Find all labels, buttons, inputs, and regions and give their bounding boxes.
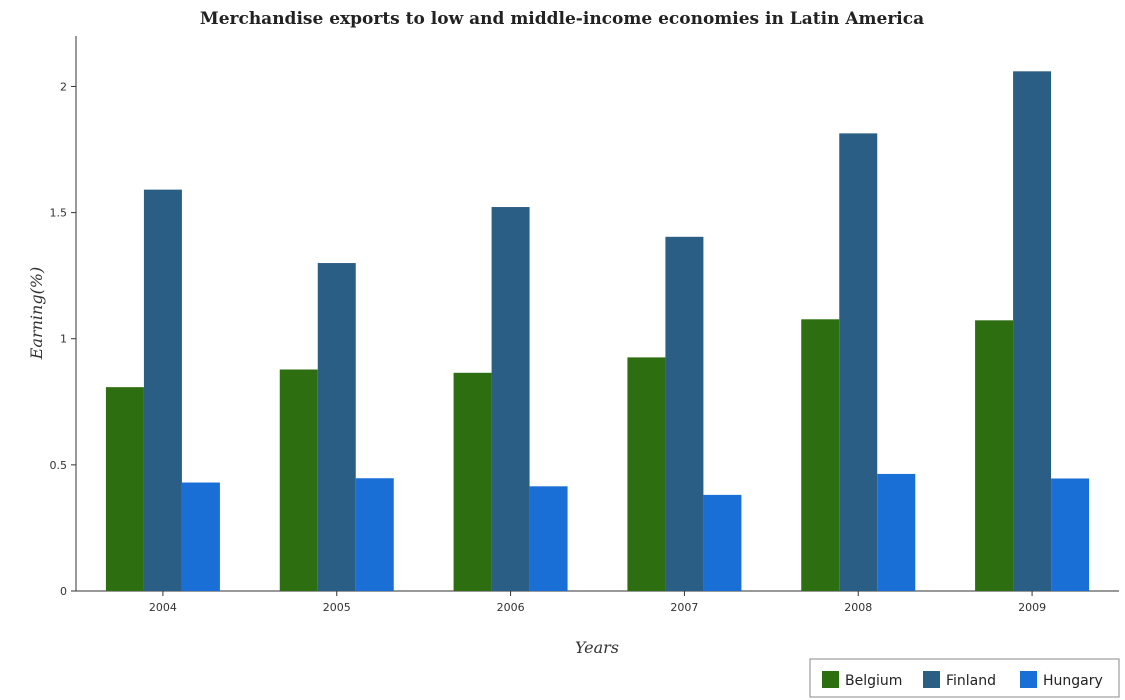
y-tick-label: 1.5 [50, 207, 68, 220]
x-tick-label: 2006 [497, 601, 525, 614]
x-tick-label: 2009 [1018, 601, 1046, 614]
x-tick-label: 2008 [844, 601, 872, 614]
bar-belgium-2006 [453, 372, 492, 591]
plot-area: 0 0.5 1 1.5 2 2004 2005 2006 2007 2008 2009 [50, 36, 1119, 614]
legend-swatch-belgium [822, 671, 839, 688]
bar-finland-2007 [665, 236, 704, 592]
bars [105, 71, 1090, 592]
legend: Belgium Finland Hungary [809, 658, 1120, 698]
bar-finland-2006 [491, 207, 530, 592]
legend-label-hungary: Hungary [1043, 673, 1103, 689]
x-tick-label: 2004 [149, 601, 177, 614]
x-tick-label: 2007 [670, 601, 698, 614]
bar-finland-2008 [839, 133, 878, 592]
bar-hungary-2006 [529, 486, 568, 591]
y-tick-label: 0.5 [50, 459, 68, 472]
legend-swatch-hungary [1020, 671, 1037, 688]
legend-label-finland: Finland [946, 673, 996, 689]
legend-label-belgium: Belgium [845, 673, 902, 689]
bar-belgium-2008 [801, 319, 840, 591]
bar-belgium-2007 [627, 357, 666, 591]
bar-hungary-2004 [181, 482, 220, 591]
y-ticks: 0 0.5 1 1.5 2 [50, 80, 76, 598]
bar-hungary-2005 [355, 478, 394, 591]
y-tick-label: 2 [60, 80, 67, 93]
bar-finland-2005 [317, 263, 356, 591]
x-ticks: 2004 2005 2006 2007 2008 2009 [149, 591, 1046, 614]
bar-hungary-2009 [1051, 478, 1090, 591]
bar-finland-2009 [1013, 71, 1052, 592]
legend-swatch-finland [923, 671, 940, 688]
chart-title: Merchandise exports to low and middle-in… [200, 9, 924, 29]
legend-box [809, 658, 1120, 698]
bar-belgium-2009 [975, 320, 1014, 591]
bar-finland-2004 [143, 189, 182, 591]
bar-hungary-2007 [703, 494, 742, 591]
y-tick-label: 1 [60, 333, 67, 346]
x-tick-label: 2005 [323, 601, 351, 614]
bar-hungary-2008 [877, 473, 916, 591]
bar-belgium-2005 [279, 369, 318, 591]
bar-belgium-2004 [105, 387, 144, 591]
y-tick-label: 0 [60, 585, 67, 598]
y-axis-label: Earning(%) [27, 267, 46, 361]
x-axis-label: Years [575, 638, 619, 657]
